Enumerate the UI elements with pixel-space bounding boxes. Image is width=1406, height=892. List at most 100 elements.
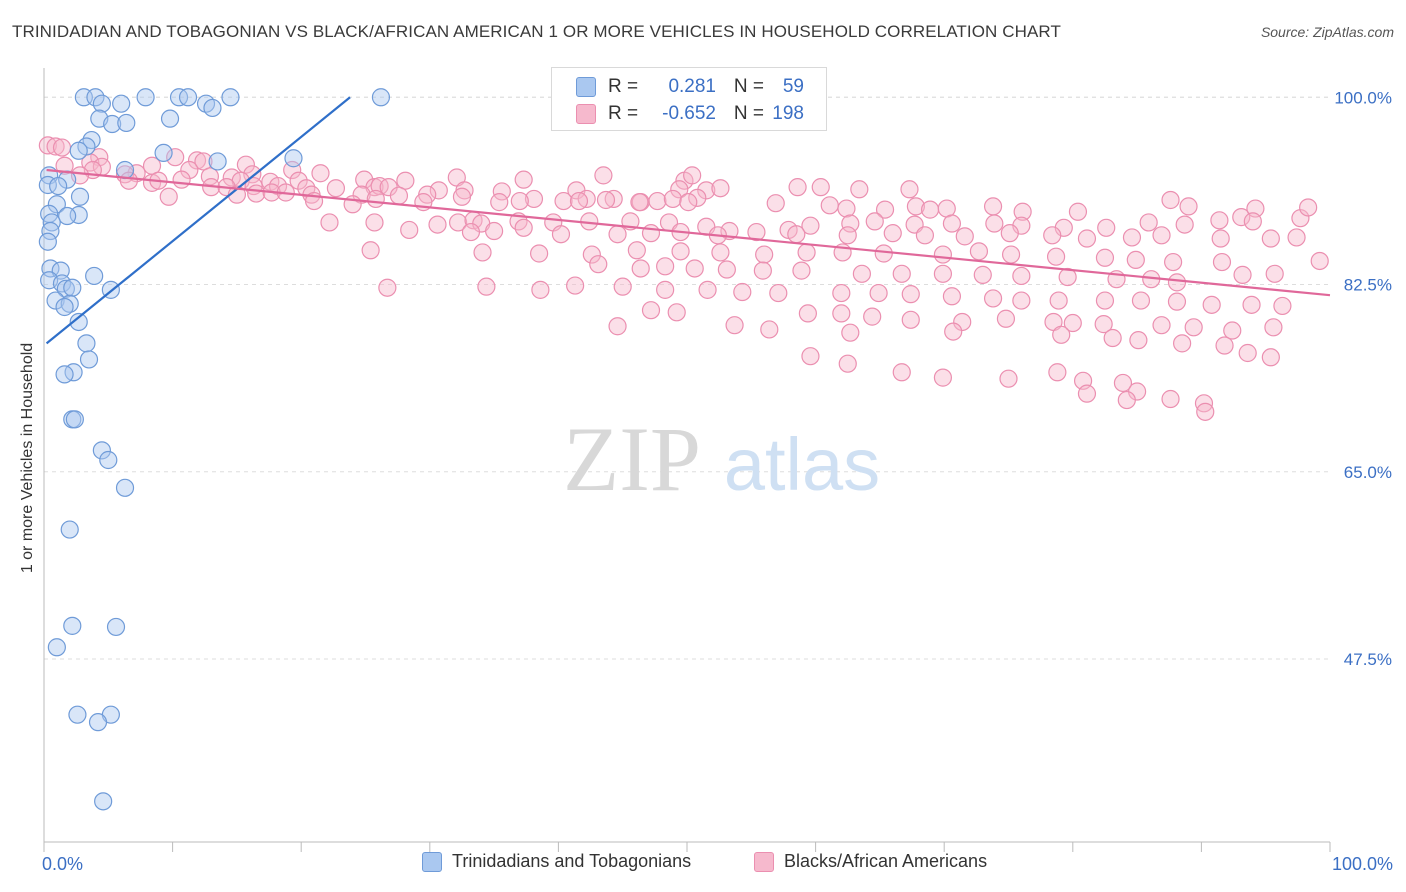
data-point: [942, 214, 962, 233]
data-point: [1196, 402, 1215, 421]
bottom-legend-item-blacks: Blacks/African Americans: [754, 851, 987, 872]
data-point: [797, 243, 816, 262]
data-point: [92, 441, 111, 460]
data-point: [1265, 264, 1284, 283]
chart-title: TRINIDADIAN AND TOBAGONIAN VS BLACK/AFRI…: [12, 22, 1061, 41]
legend-n-label: N =: [733, 76, 764, 97]
watermark-atlas: atlas: [724, 423, 880, 506]
data-point: [1097, 218, 1116, 237]
data-point: [366, 189, 385, 209]
data-point: [56, 279, 75, 298]
data-point: [670, 180, 689, 199]
data-point: [604, 189, 623, 209]
data-point: [641, 224, 661, 243]
legend-swatch-pink: [576, 104, 596, 124]
data-point: [69, 312, 88, 332]
data-point: [46, 137, 65, 156]
data-point: [711, 179, 730, 198]
data-point: [1103, 328, 1122, 348]
data-point: [1001, 245, 1021, 264]
data-point: [52, 138, 72, 157]
data-point: [985, 214, 1004, 233]
data-point: [906, 197, 926, 216]
data-point: [679, 193, 698, 212]
data-point: [85, 266, 104, 286]
data-point: [863, 307, 882, 326]
data-point: [1223, 321, 1242, 340]
data-point: [1273, 296, 1292, 316]
data-point: [311, 164, 330, 183]
data-point: [792, 261, 811, 280]
data-point: [1215, 336, 1234, 355]
data-point: [820, 196, 839, 215]
data-point: [852, 264, 871, 283]
data-point: [1012, 291, 1031, 310]
data-point: [933, 368, 953, 387]
data-point: [811, 178, 830, 197]
legend-swatch-blue: [576, 77, 596, 97]
data-point: [49, 176, 68, 196]
data-point: [1243, 212, 1262, 231]
data-point: [320, 213, 339, 232]
x-tick-label: 100.0%: [1332, 854, 1393, 874]
bottom-legend-label: Blacks/African Americans: [784, 851, 988, 871]
data-point: [883, 224, 902, 243]
data-point: [1242, 295, 1261, 314]
data-point: [55, 365, 74, 384]
data-point: [203, 98, 222, 118]
bottom-legend-label: Trinidadians and Tobagonians: [452, 851, 692, 871]
legend-n-value: 198: [772, 103, 804, 124]
data-point: [55, 156, 74, 175]
data-point: [531, 280, 550, 299]
data-point: [1043, 226, 1062, 245]
data-point: [801, 347, 820, 366]
data-point: [1211, 229, 1230, 248]
legend-row-pink: R = -0.652 N = 198: [576, 101, 804, 127]
data-point: [159, 187, 178, 206]
data-point: [656, 280, 675, 299]
data-point: [452, 187, 472, 206]
data-point: [1161, 389, 1180, 409]
data-point: [99, 450, 118, 470]
data-point: [180, 160, 199, 180]
data-point: [284, 149, 303, 168]
data-point: [38, 232, 57, 251]
y-tick-label: 82.5%: [1344, 276, 1392, 295]
data-point: [106, 617, 126, 637]
data-point: [221, 88, 240, 107]
data-point: [103, 114, 122, 134]
data-point: [1063, 313, 1082, 333]
data-point: [378, 278, 397, 297]
data-point: [671, 242, 690, 261]
data-point: [667, 303, 686, 322]
legend-r-value: -0.652: [662, 103, 716, 124]
data-point: [1046, 247, 1066, 266]
watermark: ZIP atlas: [563, 408, 880, 510]
data-point: [608, 317, 627, 336]
legend-swatch-pink: [754, 851, 774, 872]
data-point: [79, 350, 99, 369]
data-point: [688, 188, 707, 207]
data-point: [613, 277, 632, 296]
legend-row-blue: R = 0.281 N = 59: [576, 74, 804, 100]
bottom-legend-item-trinidadians: Trinidadians and Tobagonians: [422, 851, 691, 872]
data-point: [524, 189, 544, 209]
data-point: [1048, 363, 1067, 382]
data-point: [88, 713, 108, 732]
data-point: [1261, 229, 1280, 248]
data-point: [901, 285, 920, 304]
data-point: [832, 304, 851, 323]
source-label: Source: ZipAtlas.com: [1260, 24, 1394, 40]
data-point: [901, 310, 920, 329]
legend-n-value: 59: [782, 76, 804, 97]
data-point: [874, 244, 893, 263]
x-tick-label: 0.0%: [42, 854, 83, 874]
data-point: [798, 304, 817, 323]
data-point: [648, 191, 667, 211]
data-point: [208, 152, 227, 171]
legend-r-label: R =: [608, 103, 639, 124]
data-point: [892, 363, 911, 382]
data-point: [999, 369, 1018, 388]
data-point: [115, 160, 135, 180]
data-point: [1184, 318, 1203, 337]
